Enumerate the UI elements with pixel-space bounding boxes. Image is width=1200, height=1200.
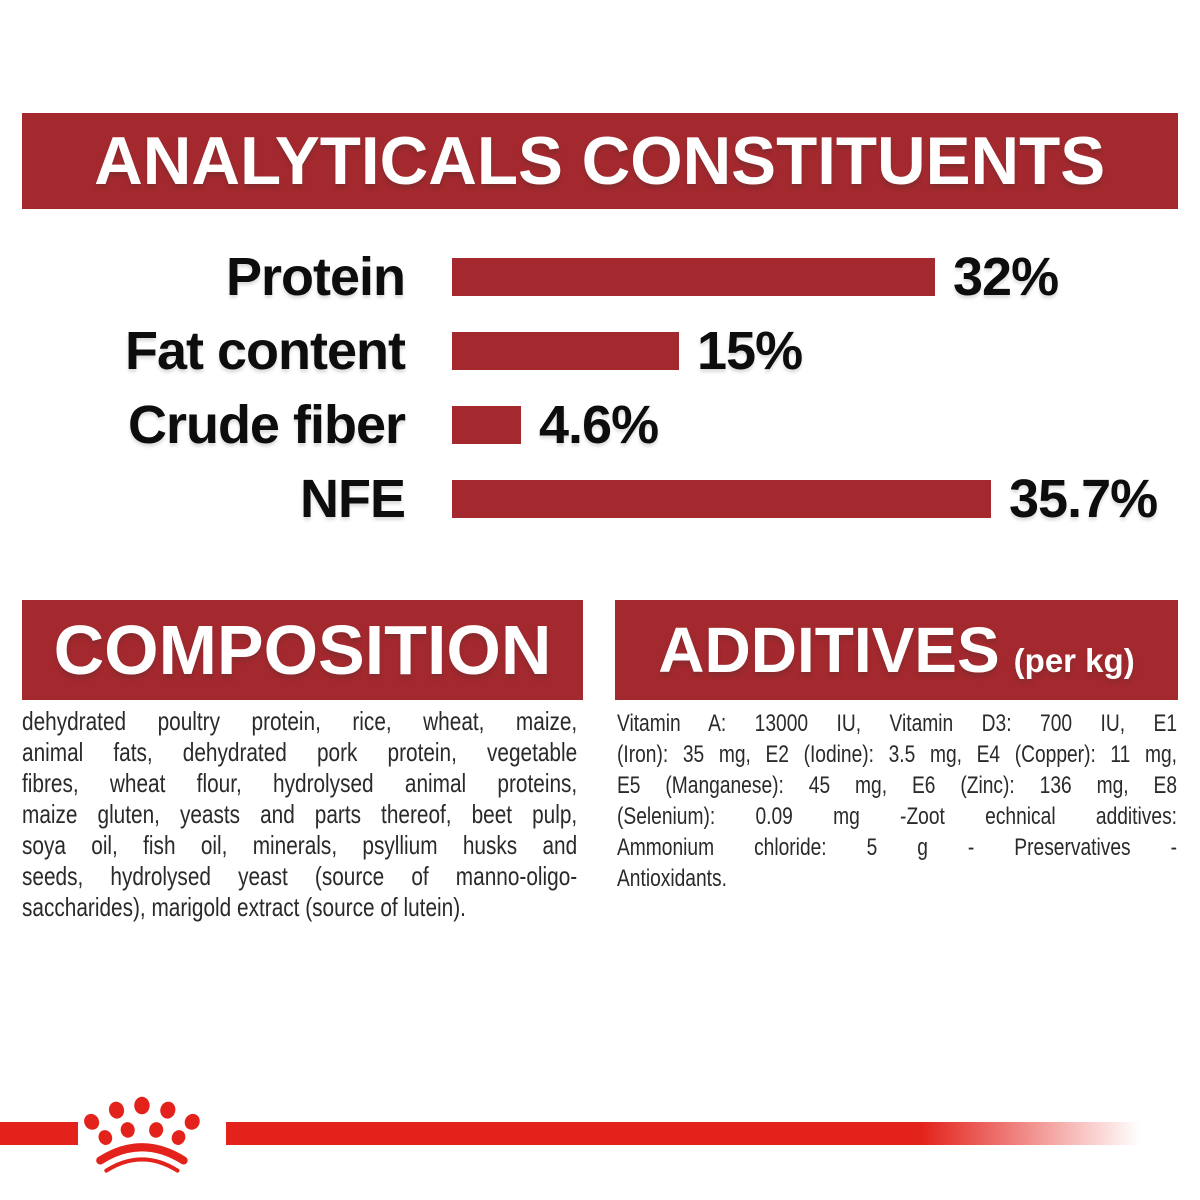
- text-line: Ammonium chloride: 5 g - Preservatives -: [617, 834, 1177, 861]
- chart-value-label: 32%: [953, 247, 1059, 307]
- chart-row: Crude fiber 4.6%: [22, 395, 1157, 455]
- text-line: Vitamin A: 13000 IU, Vitamin D3: 700 IU,…: [617, 710, 1177, 737]
- text-line: saccharides), marigold extract (source o…: [22, 892, 466, 922]
- composition-title: COMPOSITION: [53, 611, 552, 689]
- chart-bar: [452, 480, 991, 518]
- text-line: animal fats, dehydrated pork protein, ve…: [22, 737, 578, 767]
- footer-red-stripe-right: [226, 1122, 1140, 1145]
- chart-row: Fat content 15%: [22, 321, 1157, 381]
- additives-title-main: ADDITIVES: [658, 614, 1000, 686]
- text-line: (Selenium): 0.09 mg -Zoot echnical addit…: [617, 803, 1177, 830]
- chart-bar: [452, 406, 521, 444]
- analytical-constituents-title: ANALYTICALS CONSTITUENTS: [94, 123, 1106, 199]
- text-line: seeds, hydrolysed yeast (source of manno…: [22, 861, 578, 891]
- text-line: fibres, wheat flour, hydrolysed animal p…: [22, 768, 578, 798]
- text-line: (Iron): 35 mg, E2 (Iodine): 3.5 mg, E4 (…: [617, 741, 1177, 768]
- chart-category-label: NFE: [300, 469, 406, 529]
- chart-row: NFE 35.7%: [22, 469, 1158, 529]
- additives-text: Vitamin A: 13000 IU, Vitamin D3: 700 IU,…: [617, 708, 1177, 894]
- analytical-constituents-banner: ANALYTICALS CONSTITUENTS: [22, 113, 1178, 209]
- additives-title: ADDITIVES (per kg): [658, 613, 1134, 687]
- analytical-constituents-bar-chart: Protein 32% Fat content 15% Crude fiber 4.6% N…: [22, 247, 1158, 554]
- additives-banner: ADDITIVES (per kg): [615, 600, 1178, 700]
- chart-bar: [452, 258, 935, 296]
- chart-value-label: 4.6%: [539, 395, 659, 455]
- composition-text: dehydrated poultry protein, rice, wheat,…: [22, 706, 577, 923]
- chart-row: Protein 32%: [22, 247, 1157, 307]
- chart-category-label: Crude fiber: [127, 395, 406, 455]
- chart-bar: [452, 332, 679, 370]
- text-line: dehydrated poultry protein, rice, wheat,…: [22, 706, 578, 736]
- additives-per-kg-label: (per kg): [1013, 642, 1135, 679]
- footer-red-stripe-left: [0, 1122, 78, 1145]
- composition-banner: COMPOSITION: [22, 600, 583, 700]
- chart-value-label: 15%: [697, 321, 803, 381]
- chart-value-label: 35.7%: [1009, 469, 1158, 529]
- chart-category-label: Protein: [225, 247, 406, 307]
- text-line: soya oil, fish oil, minerals, psyllium h…: [22, 830, 578, 860]
- text-line: maize gluten, yeasts and parts thereof, …: [22, 799, 578, 829]
- text-line: E5 (Manganese): 45 mg, E6 (Zinc): 136 mg…: [617, 772, 1177, 799]
- chart-category-label: Fat content: [125, 321, 406, 381]
- crown-paw-logo-icon: [84, 1096, 200, 1173]
- text-line: Antioxidants.: [617, 865, 727, 892]
